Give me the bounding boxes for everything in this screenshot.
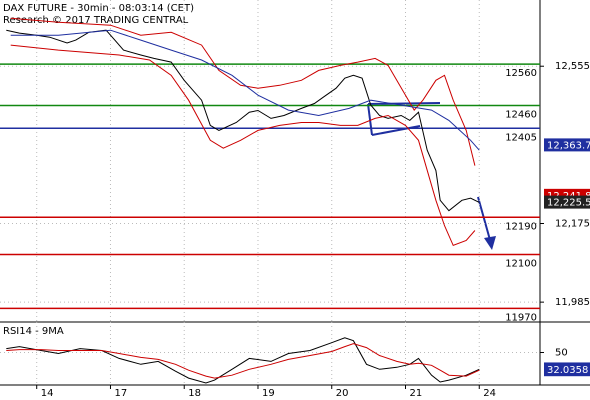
x-tick-label: 24	[483, 388, 496, 399]
x-tick-label: 19	[262, 388, 275, 399]
trend-drawing	[367, 102, 496, 250]
level-label: 11970	[505, 312, 537, 323]
price-tag	[544, 138, 590, 152]
price-tag-label: 12,363.7	[547, 140, 590, 151]
series-line	[6, 343, 480, 379]
x-tick-label: 14	[41, 388, 54, 399]
y-tick-label: 12,555	[555, 61, 590, 72]
level-label: 12405	[505, 132, 537, 143]
x-tick-label: 20	[336, 388, 349, 399]
level-label: 12100	[505, 259, 537, 270]
series-line	[10, 17, 476, 166]
price-tag-label: 12,225.5	[547, 198, 590, 209]
trend-line	[367, 102, 441, 105]
y-tick-label: 50	[555, 348, 568, 359]
price-tag	[544, 195, 590, 209]
level-label: 12560	[505, 68, 537, 79]
x-tick-label: 18	[188, 388, 201, 399]
arrow-head	[484, 236, 496, 250]
y-tick-label: 11,985	[555, 297, 590, 308]
series-line	[10, 44, 476, 247]
series-line	[10, 29, 480, 151]
rsi-title: RSI14 - 9MA	[3, 326, 64, 337]
x-tick-label: 21	[410, 388, 423, 399]
chart-title: DAX FUTURE - 30min - 08:03:14 (CET)	[3, 3, 194, 14]
chart-subtitle: Research © 2017 TRADING CENTRAL	[3, 15, 189, 26]
level-label: 12460	[505, 110, 537, 121]
x-tick-label: 17	[114, 388, 127, 399]
arrow-shaft	[477, 196, 491, 241]
level-label: 12190	[505, 221, 537, 232]
trend-line	[371, 125, 421, 136]
y-tick-label: 12,175	[555, 218, 590, 229]
price-tag	[544, 363, 590, 377]
price-tag-label: 32.0358	[547, 365, 588, 376]
trend-line	[367, 103, 373, 136]
